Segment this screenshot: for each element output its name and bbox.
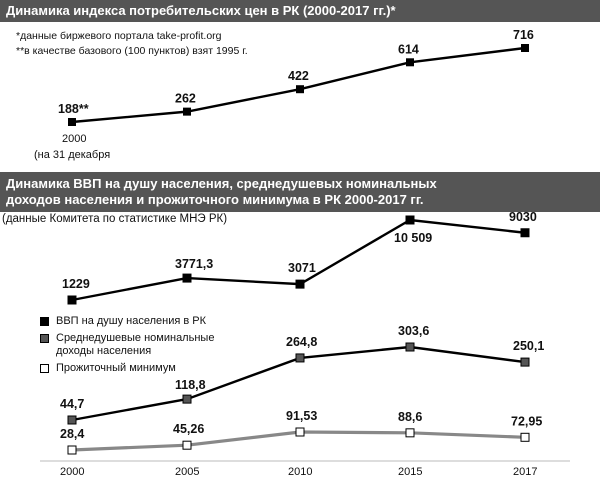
cpi-value-label-2000: 188** (58, 102, 89, 116)
cpi-note-base: **в качестве базового (100 пунктов) взят… (16, 45, 248, 57)
cpi-value-label-2015: 614 (398, 42, 419, 56)
cpi-x-tick-2000: 2000 (62, 133, 86, 145)
income-point-2017 (520, 357, 530, 367)
cpi-value-label-2017: 716 (513, 28, 534, 42)
legend-label-income-1: Среднедушевые номинальные (56, 332, 215, 344)
subsistence-point-2005 (182, 440, 192, 450)
subsistence-value-label-2005: 45,26 (173, 422, 204, 436)
subsistence-value-label-2015: 88,6 (398, 410, 422, 424)
gdp-title-line-1: Динамика ВВП на душу населения, среднеду… (6, 176, 437, 191)
gdp-value-label-2010: 3071 (288, 261, 316, 275)
cpi-point-2015 (406, 58, 414, 67)
subsistence-value-label-2017: 72,95 (511, 414, 542, 428)
gdp-x-tick-2010: 2010 (288, 466, 312, 478)
legend-swatch-gdp (40, 317, 49, 326)
income-value-label-2010: 264,8 (286, 335, 317, 349)
gdp-legend: ВВП на душу населения в РК Среднедушевые… (40, 315, 250, 379)
subsistence-value-label-2010: 91,53 (286, 409, 317, 423)
legend-item-subsistence: Прожиточный минимум (40, 362, 250, 375)
gdp-point-2017 (520, 228, 530, 238)
gdp-value-label-2005: 3771,3 (175, 257, 213, 271)
gdp-x-tick-2000: 2000 (60, 466, 84, 478)
legend-label-income-2: доходы населения (56, 345, 152, 357)
gdp-point-2015 (405, 215, 415, 225)
subsistence-point-2017 (520, 432, 530, 442)
cpi-chart-panel: Динамика индекса потребительских цен в Р… (0, 0, 600, 170)
income-value-label-2015: 303,6 (398, 324, 429, 338)
gdp-value-label-2000: 1229 (62, 277, 90, 291)
legend-swatch-income (40, 334, 49, 343)
cpi-value-label-2005: 262 (175, 92, 196, 106)
legend-item-gdp: ВВП на душу населения в РК (40, 315, 250, 328)
cpi-note-source: *данные биржевого портала take-profit.or… (16, 30, 222, 42)
cpi-title-text: Динамика индекса потребительских цен в Р… (6, 3, 396, 18)
income-point-2010 (295, 353, 305, 363)
cpi-point-2010 (296, 85, 304, 94)
income-value-label-2005: 118,8 (175, 378, 206, 392)
gdp-value-label-2015: 10 509 (394, 231, 432, 245)
gdp-subtitle: (данные Комитета по статистике МНЭ РК) (2, 213, 228, 225)
income-point-2000 (67, 415, 77, 425)
gdp-x-tick-2017: 2017 (513, 466, 537, 478)
cpi-point-2017 (521, 44, 529, 52)
cpi-series-line (71, 46, 526, 124)
cpi-x-tick-note: (на 31 декабря (34, 149, 110, 161)
cpi-value-label-2010: 422 (288, 69, 309, 83)
gdp-point-2000 (67, 295, 77, 305)
gdp-x-tick-2015: 2015 (398, 466, 422, 478)
income-point-2015 (405, 342, 415, 352)
gdp-point-2005 (182, 273, 192, 283)
gdp-point-2010 (295, 279, 305, 289)
legend-item-income: Среднедушевые номинальные доходы населен… (40, 332, 250, 358)
gdp-chart-svg: 1229 3771,3 3071 10 509 9030 44,7 118,8 264,8 30… (40, 210, 570, 478)
income-value-label-2017: 250,1 (513, 339, 544, 353)
legend-swatch-subsistence (40, 364, 49, 373)
cpi-point-2005 (183, 107, 191, 116)
gdp-title-line-2: доходов населения и прожиточного минимум… (6, 192, 424, 207)
gdp-value-label-2017: 9030 (509, 210, 537, 224)
legend-label-subsistence: Прожиточный минимум (56, 362, 176, 374)
subsistence-value-label-2000: 28,4 (60, 427, 84, 441)
cpi-chart-svg: 188** 262 422 614 716 2000 (на 31 декабря (34, 28, 534, 161)
subsistence-point-2010 (295, 427, 305, 437)
cpi-point-2000 (68, 118, 76, 126)
cpi-chart-title: Динамика индекса потребительских цен в Р… (0, 0, 600, 22)
gdp-x-tick-2005: 2005 (175, 466, 199, 478)
gdp-chart-title: Динамика ВВП на душу населения, среднеду… (0, 172, 600, 212)
legend-label-gdp: ВВП на душу населения в РК (56, 315, 207, 327)
subsistence-point-2000 (67, 445, 77, 455)
income-value-label-2000: 44,7 (60, 397, 84, 411)
income-point-2005 (182, 394, 192, 404)
gdp-chart-panel: Динамика ВВП на душу населения, среднеду… (0, 172, 600, 484)
subsistence-point-2015 (405, 428, 415, 438)
